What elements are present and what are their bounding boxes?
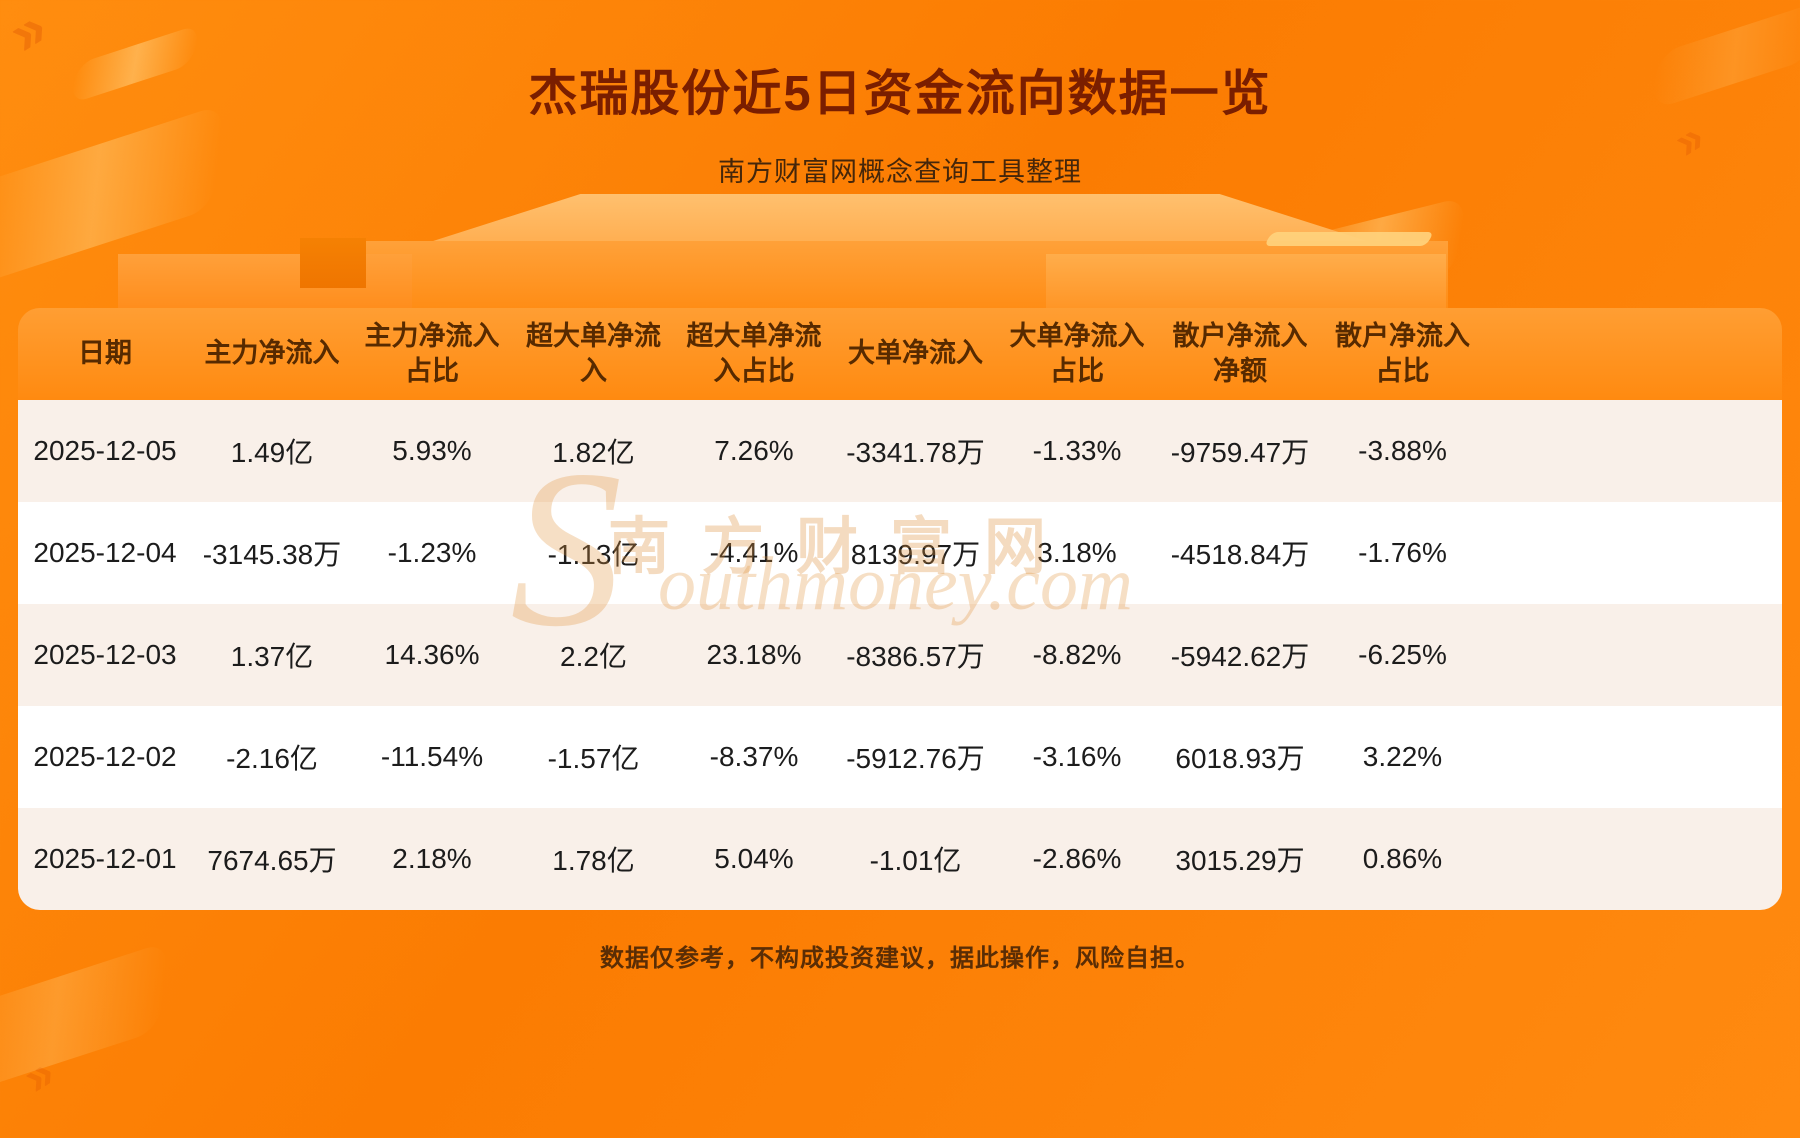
table-cell: -2.16亿: [226, 743, 318, 774]
table-cell: -11.54%: [380, 741, 484, 772]
table-cell: 1.37亿: [230, 641, 314, 672]
table-cell: -4.41%: [709, 537, 799, 568]
table-row: 2025-12-05 1.49亿 5.93% 1.82亿 7.26% -3341.78万 -…: [18, 400, 1782, 502]
table-cell: -1.01亿: [869, 845, 962, 876]
podium-right-platform: [1046, 254, 1446, 310]
column-header: 主力净流入: [192, 308, 352, 400]
table-cell: 3015.29万: [1175, 845, 1305, 876]
table-cell: -3.16%: [1032, 741, 1122, 772]
table-cell: 5.93%: [392, 435, 472, 466]
table-cell: -1.23%: [387, 537, 477, 568]
podium-highlight: [1263, 232, 1435, 246]
table-cell: 1.49亿: [230, 437, 314, 468]
table-cell: -8.37%: [709, 741, 799, 772]
page-subtitle: 南方财富网概念查询工具整理: [718, 157, 1082, 187]
table-cell: 7.26%: [714, 435, 794, 466]
table-cell: -2.86%: [1032, 843, 1122, 874]
podium-left-platform: [118, 254, 412, 310]
table-cell: -3145.38万: [202, 539, 342, 570]
table-cell: -4518.84万: [1170, 539, 1310, 570]
chevron-decoration-icon: »: [13, 1046, 65, 1106]
table-cell: 2025-12-03: [33, 639, 177, 670]
table-cell: -8.82%: [1032, 639, 1122, 670]
table-cell: 6018.93万: [1175, 743, 1305, 774]
column-header: 主力净流入 占比: [352, 308, 512, 400]
table-cell: -3341.78万: [846, 437, 985, 468]
fund-flow-table: 日期 主力净流入 主力净流入 占比 超大单净流 入超大单净流 入占比 大单净流入 大单净流…: [18, 308, 1782, 910]
table-cell: 2025-12-02: [33, 741, 177, 772]
light-streak: [0, 103, 225, 289]
table-cell: -5942.62万: [1170, 641, 1310, 672]
column-header: 超大单净流 入: [512, 308, 675, 400]
table-cell: 3.22%: [1362, 741, 1443, 772]
light-streak: [1283, 195, 1468, 319]
table-cell: -9759.47万: [1170, 437, 1310, 468]
column-header: 大单净流入: [833, 308, 998, 400]
table-cell: 2025-12-01: [33, 843, 177, 874]
table-cell: -1.33%: [1032, 435, 1122, 466]
table-row: 2025-12-01 7674.65万 2.18% 1.78亿 5.04% -1.01亿 -…: [18, 808, 1782, 910]
table-cell: 5.04%: [714, 843, 794, 874]
table-row: 2025-12-02 -2.16亿 -11.54% -1.57亿 -8.37% -5912…: [18, 706, 1782, 808]
table-cell: 7674.65万: [207, 845, 337, 876]
table-cell: -6.25%: [1358, 639, 1447, 670]
podium-left-cube: [300, 238, 366, 288]
page-title: 杰瑞股份近5日资金流向数据一览: [528, 67, 1272, 121]
table-cell: -5912.76万: [846, 743, 985, 774]
table-cell: 3.18%: [1037, 537, 1117, 568]
table-cell: 2.18%: [392, 843, 472, 874]
table-cell: 1.82亿: [552, 437, 635, 468]
table-cell: 2025-12-05: [33, 435, 177, 466]
table-cell: 8139.97万: [850, 539, 981, 570]
table-row: 2025-12-04 -3145.38万 -1.23% -1.13亿 -4.41% 813…: [18, 502, 1782, 604]
table-cell: -1.76%: [1358, 537, 1447, 568]
column-header: 日期: [18, 308, 192, 400]
table-cell: 23.18%: [706, 639, 802, 670]
table-cell: -8386.57万: [846, 641, 985, 672]
table-cell: 2025-12-04: [33, 537, 177, 568]
column-header: 散户净流入 占比: [1324, 308, 1782, 400]
table-cell: -1.13亿: [547, 539, 640, 570]
column-header: 散户净流入 净额: [1156, 308, 1324, 400]
table-cell: 1.78亿: [552, 845, 635, 876]
podium-top-face: [430, 194, 1370, 242]
table-cell: -3.88%: [1358, 435, 1447, 466]
column-header: 大单净流入 占比: [998, 308, 1156, 400]
table-cell: -1.57亿: [547, 743, 640, 774]
column-header: 超大单净流 入占比: [675, 308, 833, 400]
table-body: 2025-12-05 1.49亿 5.93% 1.82亿 7.26% -3341.78万 -…: [18, 400, 1782, 910]
fund-flow-table-container: 日期 主力净流入 主力净流入 占比 超大单净流 入超大单净流 入占比 大单净流入 大单净流…: [18, 308, 1782, 910]
table-cell: 0.86%: [1362, 843, 1443, 874]
table-cell: 2.2亿: [560, 641, 627, 672]
table-row: 2025-12-03 1.37亿 14.36% 2.2亿 23.18% -8386.57万…: [18, 604, 1782, 706]
disclaimer-text: 数据仅参考，不构成投资建议，据此操作，风险自担。: [600, 945, 1200, 972]
table-header-row: 日期 主力净流入 主力净流入 占比 超大单净流 入超大单净流 入占比 大单净流入 大单净流…: [18, 308, 1782, 400]
table-cell: 14.36%: [384, 639, 480, 670]
podium-front-face: [352, 241, 1448, 311]
